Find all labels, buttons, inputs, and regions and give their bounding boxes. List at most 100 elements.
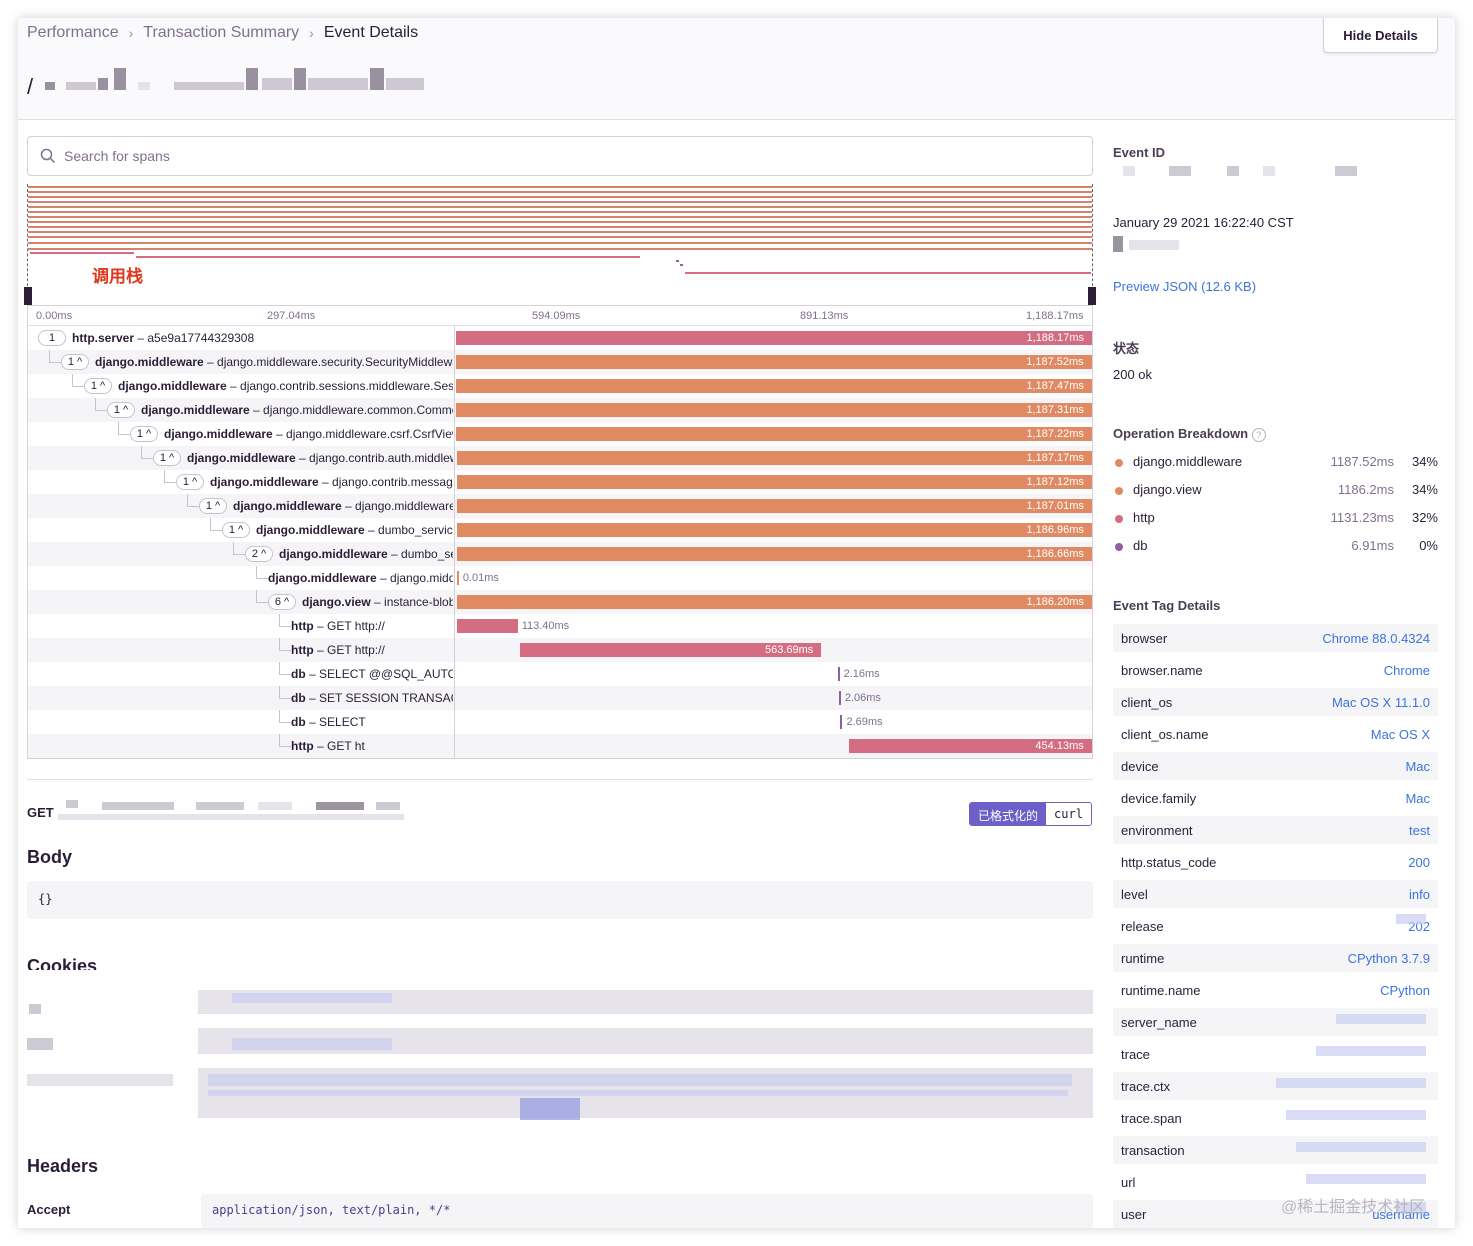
preview-json-link[interactable]: Preview JSON (12.6 KB) [1113, 279, 1257, 294]
tag-row[interactable]: device.family Mac [1113, 784, 1438, 812]
breakdown-duration: 1187.52ms [1330, 454, 1394, 469]
span-row[interactable]: 1 ^ django.middleware – django.middleware… [28, 398, 1092, 422]
span-row[interactable]: 1 ^ django.middleware – django.middleware… [28, 350, 1092, 374]
span-toggle-badge[interactable]: 1 ^ [84, 378, 112, 394]
format-toggle[interactable]: 已格式化的 curl [969, 802, 1092, 826]
tag-row[interactable]: transaction [1113, 1136, 1438, 1164]
curl-toggle-button[interactable]: curl [1046, 803, 1091, 825]
span-toggle-badge[interactable]: 1 ^ [130, 426, 158, 442]
span-row[interactable]: db – SELECT @@SQL_AUTO_IS_NULL 2.16ms [28, 662, 1092, 686]
tag-value[interactable]: Mac [1405, 759, 1430, 774]
tag-value[interactable]: info [1409, 887, 1430, 902]
span-row[interactable]: 1 ^ django.middleware – dumbo_service.mid… [28, 518, 1092, 542]
span-row[interactable]: http – GET ht 454.13ms [28, 734, 1092, 758]
timeline-divider[interactable] [454, 326, 455, 758]
span-row[interactable]: 1 ^ django.middleware – django.middleware… [28, 422, 1092, 446]
tag-row[interactable]: trace.span [1113, 1104, 1438, 1132]
span-bar[interactable] [457, 619, 518, 633]
tag-key: trace [1121, 1047, 1150, 1062]
span-row[interactable]: db – SELECT 2.69ms [28, 710, 1092, 734]
span-bar[interactable] [456, 451, 1092, 465]
span-bar[interactable] [840, 715, 843, 729]
span-description: – django.contrib.auth.middleware [299, 451, 453, 465]
tag-row[interactable]: trace [1113, 1040, 1438, 1068]
span-bar[interactable] [456, 523, 1092, 537]
span-search-input[interactable]: Search for spans [27, 136, 1093, 176]
tag-value[interactable]: 200 [1408, 855, 1430, 870]
span-bar[interactable] [456, 427, 1092, 441]
span-toggle-badge[interactable]: 1 ^ [176, 474, 204, 490]
span-row[interactable]: 1 http.server – a5e9a17744329308 1,188.17m… [28, 326, 1092, 350]
span-duration: 1,187.52ms [1026, 356, 1084, 368]
minimap-left-handle[interactable] [24, 287, 32, 305]
tag-value[interactable]: CPython 3.7.9 [1347, 951, 1430, 966]
span-label: django.middleware – django.middleware.co… [141, 398, 453, 422]
span-toggle-badge[interactable]: 1 ^ [153, 450, 181, 466]
tag-value[interactable]: Mac OS X 11.1.0 [1331, 695, 1430, 710]
tag-row[interactable]: url [1113, 1168, 1438, 1196]
span-bar[interactable] [519, 643, 822, 657]
tag-row[interactable]: runtime CPython 3.7.9 [1113, 944, 1438, 972]
tag-value[interactable]: Mac [1405, 791, 1430, 806]
tag-value[interactable]: Mac OS X [1370, 727, 1430, 742]
tag-value[interactable]: Chrome [1383, 663, 1430, 678]
tag-row[interactable]: browser Chrome 88.0.4324 [1113, 624, 1438, 652]
tag-row[interactable]: client_os Mac OS X 11.1.0 [1113, 688, 1438, 716]
span-bar[interactable] [456, 379, 1092, 393]
tag-row[interactable]: client_os.name Mac OS X [1113, 720, 1438, 748]
tag-row[interactable]: server_name [1113, 1008, 1438, 1036]
span-bar[interactable] [837, 667, 840, 681]
tree-connector [279, 686, 280, 698]
tag-row[interactable]: user username [1113, 1200, 1438, 1228]
span-bar[interactable] [848, 739, 1092, 753]
span-row[interactable]: 1 ^ django.middleware – django.contrib.se… [28, 374, 1092, 398]
span-bar[interactable] [456, 571, 459, 585]
span-row[interactable]: http – GET http:// 563.69ms [28, 638, 1092, 662]
breadcrumb-transaction-summary[interactable]: Transaction Summary [143, 24, 300, 41]
span-toggle-badge[interactable]: 2 ^ [245, 546, 273, 562]
span-bar[interactable] [456, 331, 1092, 345]
hide-details-button[interactable]: Hide Details [1323, 18, 1438, 53]
user-redacted [1129, 240, 1179, 250]
span-bar[interactable] [456, 499, 1092, 513]
span-row[interactable]: 1 ^ django.middleware – django.contrib.me… [28, 470, 1092, 494]
breakdown-row: http 1131.23ms 32% [1113, 509, 1438, 529]
tag-row[interactable]: release 202 [1113, 912, 1438, 940]
span-bar[interactable] [456, 403, 1092, 417]
span-bar[interactable] [456, 547, 1092, 561]
help-icon[interactable]: ? [1251, 427, 1266, 442]
tag-row[interactable]: trace.ctx [1113, 1072, 1438, 1100]
span-minimap[interactable]: 调用栈 [24, 184, 1096, 306]
tag-value[interactable]: Chrome 88.0.4324 [1322, 631, 1430, 646]
tag-row[interactable]: level info [1113, 880, 1438, 908]
tag-value[interactable]: test [1409, 823, 1430, 838]
span-toggle-badge[interactable]: 1 ^ [199, 498, 227, 514]
span-row[interactable]: http – GET http:// 113.40ms [28, 614, 1092, 638]
span-row[interactable]: 1 ^ django.middleware – django.contrib.au… [28, 446, 1092, 470]
span-row[interactable]: 6 ^ django.view – instance-blob 1,186.20ms [28, 590, 1092, 614]
span-description: – django.middleware [380, 571, 453, 585]
breadcrumb-performance[interactable]: Performance [27, 24, 119, 41]
tag-row[interactable]: http.status_code 200 [1113, 848, 1438, 876]
tag-row[interactable]: device Mac [1113, 752, 1438, 780]
span-bar[interactable] [456, 475, 1092, 489]
tree-connector [279, 710, 280, 722]
span-bar[interactable] [838, 691, 841, 705]
tag-row[interactable]: runtime.name CPython [1113, 976, 1438, 1004]
tag-row[interactable]: environment test [1113, 816, 1438, 844]
minimap-right-handle[interactable] [1088, 287, 1096, 305]
tag-row[interactable]: browser.name Chrome [1113, 656, 1438, 684]
span-row[interactable]: db – SET SESSION TRANSACTION 2.06ms [28, 686, 1092, 710]
span-row[interactable]: 1 ^ django.middleware – django.middleware… [28, 494, 1092, 518]
span-row[interactable]: django.middleware – django.middleware 0.0… [28, 566, 1092, 590]
formatted-toggle-button[interactable]: 已格式化的 [970, 803, 1047, 825]
span-toggle-badge[interactable]: 6 ^ [268, 594, 296, 610]
span-toggle-badge[interactable]: 1 [38, 330, 66, 346]
span-toggle-badge[interactable]: 1 ^ [61, 354, 89, 370]
span-toggle-badge[interactable]: 1 ^ [107, 402, 135, 418]
span-bar[interactable] [456, 595, 1092, 609]
tag-value[interactable]: CPython [1380, 983, 1430, 998]
span-bar[interactable] [456, 355, 1092, 369]
span-toggle-badge[interactable]: 1 ^ [222, 522, 250, 538]
span-row[interactable]: 2 ^ django.middleware – dumbo_service.mid… [28, 542, 1092, 566]
